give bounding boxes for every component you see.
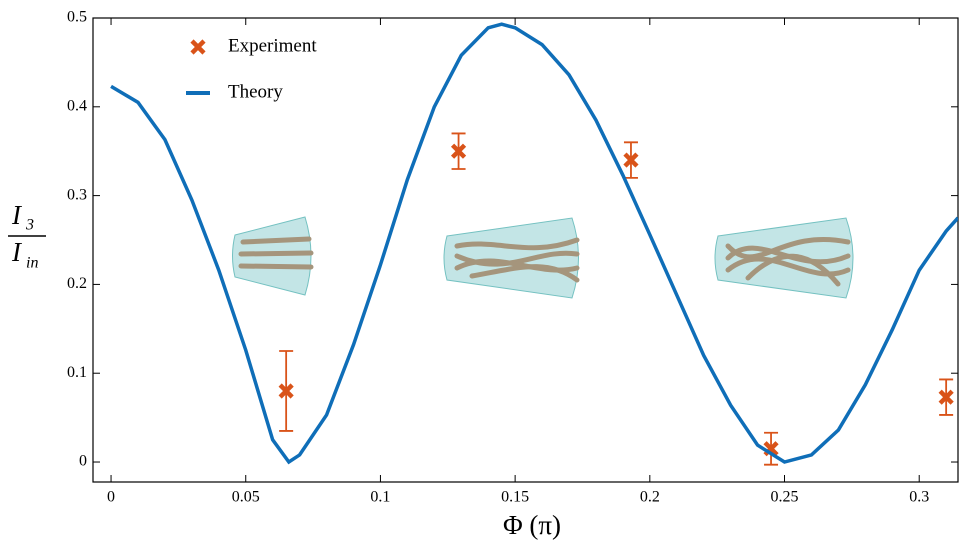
y-tick-label: 0.5 — [67, 9, 87, 26]
x-tick-label: 0.15 — [501, 489, 529, 506]
x-tick-label: 0.05 — [232, 489, 260, 506]
legend-marker — [190, 39, 206, 55]
plot-area — [110, 22, 958, 466]
y-tick-label: 0.1 — [67, 364, 87, 381]
y-tick-label: 0.4 — [67, 97, 87, 114]
legend-label: Theory — [228, 81, 283, 102]
legend-label: Experiment — [228, 35, 317, 56]
x-tick-label: 0.2 — [640, 489, 660, 506]
y-axis-label: I 3 I in — [8, 200, 46, 272]
theory-line — [110, 22, 958, 465]
experiment-marker — [938, 389, 954, 405]
x-tick-label: 0.1 — [370, 489, 390, 506]
y-tick-label: 0 — [79, 453, 87, 470]
y-label-denominator-sub: in — [26, 255, 38, 272]
experiment-marker — [623, 152, 639, 168]
x-tick-label: 0.25 — [771, 489, 799, 506]
plot-frame — [92, 17, 959, 483]
y-label-denominator: I — [11, 237, 23, 267]
y-label-numerator: I — [11, 200, 23, 230]
x-axis-label: Φ (π) — [503, 510, 561, 540]
experiment-marker — [450, 143, 467, 159]
fiber-insets — [232, 216, 854, 299]
y-tick-label: 0.2 — [67, 275, 87, 292]
y-tick-label: 0.3 — [67, 186, 87, 203]
x-tick-label: 0.3 — [909, 489, 929, 506]
x-tick-label: 0 — [107, 489, 115, 506]
y-label-numerator-sub: 3 — [25, 217, 34, 234]
experiment-marker — [278, 383, 294, 399]
legend: Experiment Theory — [186, 35, 317, 102]
